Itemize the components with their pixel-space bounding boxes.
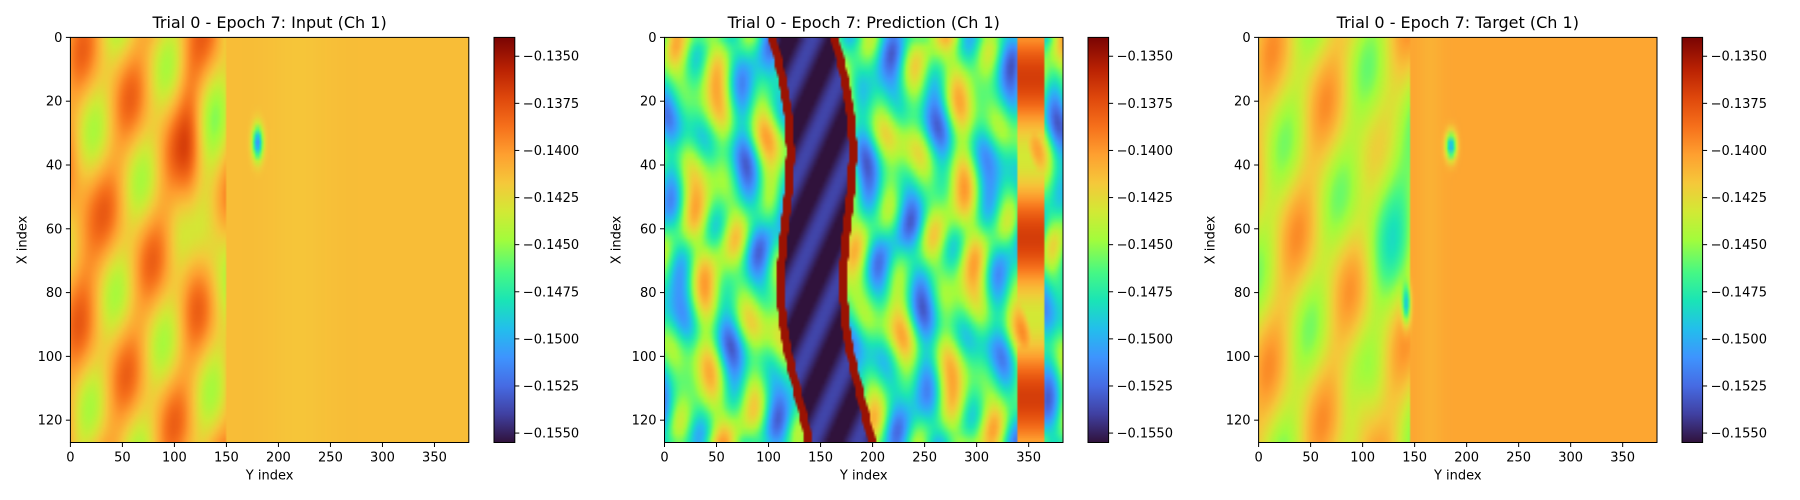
colorbar-tick-label: −0.1400 — [1711, 144, 1767, 159]
chart-panel-input: Trial 0 - Epoch 7: Input (Ch 1) 0 50 100 150… — [15, 13, 579, 484]
y-tick-label: 40 — [46, 158, 63, 173]
colorbar — [1681, 36, 1704, 444]
x-tick-label: 50 — [114, 451, 131, 466]
y-tick-label: 60 — [1234, 222, 1251, 237]
colorbar-tick-label: −0.1550 — [1711, 427, 1767, 442]
colorbar-tick-label: −0.1450 — [523, 238, 579, 253]
y-axis-label: X index — [610, 215, 625, 264]
x-tick-label: 50 — [708, 451, 725, 466]
x-tick-label: 350 — [1610, 451, 1635, 466]
chart-title: Trial 0 - Epoch 7: Prediction (Ch 1) — [727, 13, 1000, 32]
colorbar-tick-label: −0.1400 — [1117, 144, 1173, 159]
colorbar-tick-label: −0.1350 — [523, 50, 579, 65]
plot-frame — [664, 36, 1064, 444]
y-tick-label: 80 — [1234, 286, 1251, 301]
colorbar-tick-label: −0.1350 — [1711, 50, 1767, 65]
x-tick-label: 300 — [964, 451, 989, 466]
y-tick-label: 80 — [46, 286, 63, 301]
x-tick-label: 250 — [912, 451, 937, 466]
x-tick-label: 200 — [860, 451, 885, 466]
x-tick-label: 200 — [1454, 451, 1479, 466]
y-axis-label: X index — [1204, 215, 1219, 264]
y-tick-label: 40 — [1234, 158, 1251, 173]
y-axis-label: X index — [15, 215, 30, 264]
colorbar-tick-label: −0.1500 — [523, 332, 579, 347]
x-tick-label: 0 — [66, 451, 74, 466]
plot-frame — [69, 36, 470, 444]
x-tick-label: 100 — [756, 451, 781, 466]
colorbar-tick-label: −0.1375 — [523, 97, 579, 112]
colorbar-tick-label: −0.1475 — [523, 285, 579, 300]
x-tick-label: 150 — [214, 451, 239, 466]
colorbar-tick-label: −0.1475 — [1711, 285, 1767, 300]
x-tick-label: 250 — [1506, 451, 1531, 466]
y-tick-label: 120 — [38, 414, 63, 429]
chart-title: Trial 0 - Epoch 7: Target (Ch 1) — [1336, 13, 1579, 32]
colorbar-tick-label: −0.1425 — [1711, 191, 1767, 206]
x-tick-label: 150 — [1402, 451, 1427, 466]
x-tick-label: 0 — [660, 451, 668, 466]
x-tick-label: 300 — [1558, 451, 1583, 466]
y-tick-label: 100 — [38, 350, 63, 365]
colorbar-tick-label: −0.1525 — [523, 379, 579, 394]
chart-panel-prediction: Trial 0 - Epoch 7: Prediction (Ch 1) 0 50 1… — [610, 13, 1173, 484]
y-tick-label: 60 — [640, 222, 657, 237]
colorbar — [1087, 36, 1110, 444]
plot-frame — [1258, 36, 1658, 444]
y-tick-label: 0 — [54, 31, 62, 46]
heatmap-image — [70, 37, 469, 443]
x-axis-label: Y index — [245, 469, 294, 484]
y-tick-label: 0 — [648, 31, 656, 46]
y-tick-label: 80 — [640, 286, 657, 301]
y-tick-label: 120 — [632, 414, 657, 429]
y-tick-label: 40 — [640, 158, 657, 173]
colorbar-tick-label: −0.1425 — [1117, 191, 1173, 206]
x-tick-label: 100 — [162, 451, 187, 466]
x-tick-label: 100 — [1350, 451, 1375, 466]
heatmap-image — [1258, 37, 1657, 443]
x-tick-label: 150 — [808, 451, 833, 466]
colorbar-tick-label: −0.1450 — [1711, 238, 1767, 253]
y-tick-label: 20 — [1234, 95, 1251, 110]
colorbar-tick-label: −0.1525 — [1711, 379, 1767, 394]
colorbar-tick-label: −0.1425 — [523, 191, 579, 206]
colorbar-tick-label: −0.1500 — [1117, 332, 1173, 347]
colorbar-tick-label: −0.1350 — [1117, 50, 1173, 65]
y-tick-label: 100 — [1226, 350, 1251, 365]
x-tick-label: 350 — [1016, 451, 1041, 466]
y-tick-label: 60 — [46, 222, 63, 237]
colorbar-tick-label: −0.1375 — [1117, 97, 1173, 112]
x-tick-label: 350 — [422, 451, 447, 466]
colorbar-tick-label: −0.1550 — [523, 427, 579, 442]
colorbar — [493, 36, 516, 444]
colorbar-tick-label: −0.1525 — [1117, 379, 1173, 394]
x-tick-label: 50 — [1302, 451, 1319, 466]
colorbar-tick-label: −0.1375 — [1711, 97, 1767, 112]
x-tick-label: 300 — [370, 451, 395, 466]
y-tick-label: 0 — [1242, 31, 1250, 46]
colorbar-tick-label: −0.1550 — [1117, 427, 1173, 442]
colorbar-tick-label: −0.1475 — [1117, 285, 1173, 300]
colorbar-tick-label: −0.1500 — [1711, 332, 1767, 347]
y-tick-label: 20 — [46, 95, 63, 110]
x-axis-label: Y index — [839, 469, 888, 484]
y-tick-label: 120 — [1226, 414, 1251, 429]
x-tick-label: 200 — [266, 451, 291, 466]
heatmap-image — [664, 37, 1063, 443]
x-tick-label: 0 — [1254, 451, 1262, 466]
y-tick-label: 100 — [632, 350, 657, 365]
chart-panel-target: Trial 0 - Epoch 7: Target (Ch 1) 0 50 100 15… — [1204, 13, 1767, 484]
colorbar-tick-label: −0.1400 — [523, 144, 579, 159]
chart-title: Trial 0 - Epoch 7: Input (Ch 1) — [151, 13, 386, 32]
colorbar-tick-label: −0.1450 — [1117, 238, 1173, 253]
x-axis-label: Y index — [1433, 469, 1482, 484]
x-tick-label: 250 — [318, 451, 343, 466]
y-tick-label: 20 — [640, 95, 657, 110]
